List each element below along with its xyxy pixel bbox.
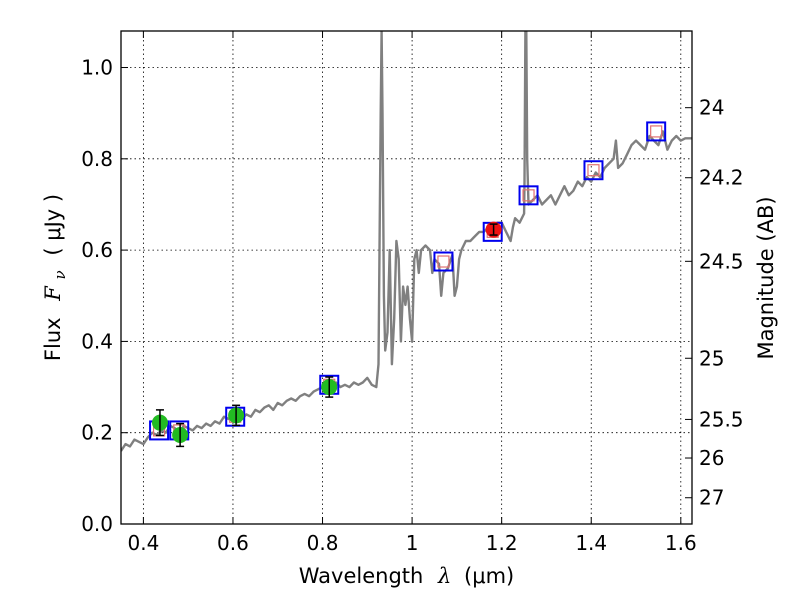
x-tick-label: 1	[406, 531, 419, 555]
y2-tick-label: 24.5	[699, 249, 744, 273]
spectrum-line	[121, 31, 692, 452]
y2-axis-label: Magnitude (AB)	[754, 196, 778, 359]
spectrum-path	[121, 31, 692, 452]
x-tick-label: 0.6	[217, 531, 249, 555]
model-photometry-points	[149, 121, 667, 441]
model-point-inner	[587, 164, 600, 177]
y-tick-label: 0.4	[81, 329, 113, 353]
model-point-inner	[650, 125, 663, 138]
y2-tick-label: 24	[699, 96, 724, 120]
y-tick-label: 0.8	[81, 147, 113, 171]
y-tick-label: 0.0	[81, 512, 113, 536]
y2-tick-label: 26	[699, 446, 724, 470]
y2-tick-label: 27	[699, 486, 724, 510]
y2-tick-label: 25	[699, 346, 724, 370]
y2-tick-label: 25.5	[699, 407, 744, 431]
model-point-box	[518, 185, 539, 206]
y-tick-label: 1.0	[81, 56, 113, 80]
model-point-box	[646, 121, 667, 142]
model-point-inner	[522, 189, 535, 202]
y2-tick-label: 24.2	[699, 166, 744, 190]
x-axis-label: Wavelength λ (μm)	[299, 564, 514, 588]
y-axis-label: Flux F ν ( μJy )	[41, 194, 70, 361]
y-tick-label: 0.6	[81, 238, 113, 262]
plot-frame	[120, 30, 693, 525]
grid-lines	[121, 31, 692, 525]
x-tick-label: 1.6	[665, 531, 697, 555]
detection-points	[151, 221, 502, 448]
model-point-box	[583, 160, 604, 181]
axis-ticks: 0.4 0.6 0.8 1 1.2 1.4 1.6 0.0 0.2 0.4 0.6 0.8 1.0 24 2…	[81, 31, 744, 555]
x-tick-label: 0.8	[307, 531, 339, 555]
y-tick-label: 0.2	[81, 421, 113, 445]
model-point-inner	[437, 255, 450, 268]
x-tick-label: 0.4	[127, 531, 159, 555]
x-tick-label: 1.2	[486, 531, 518, 555]
x-tick-label: 1.4	[575, 531, 607, 555]
model-point-box	[433, 251, 454, 272]
